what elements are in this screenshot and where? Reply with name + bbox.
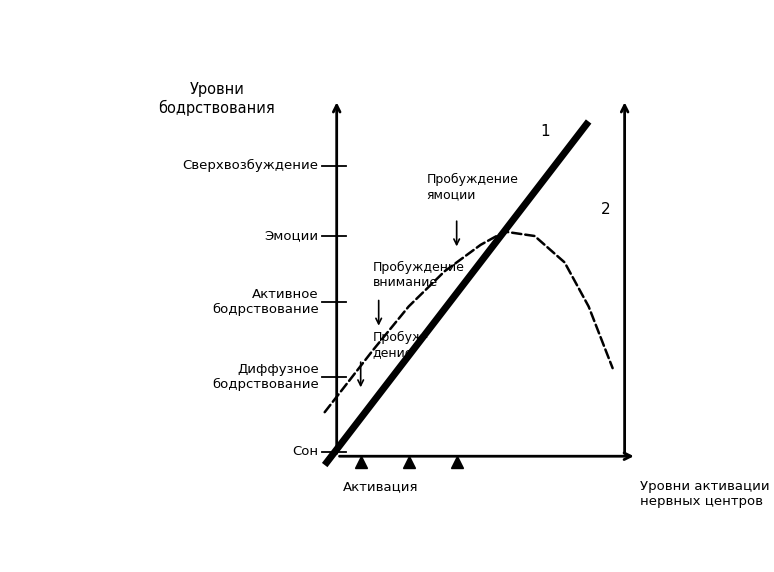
Text: Активация: Активация [343, 480, 418, 494]
Text: Пробуждение
внимание: Пробуждение внимание [373, 261, 464, 289]
Text: 2: 2 [601, 202, 610, 217]
Text: Диффузное
бодрствование: Диффузное бодрствование [212, 363, 319, 391]
Text: Уровни активации
нервных центров: Уровни активации нервных центров [639, 480, 769, 509]
Text: Уровни
бодрствования: Уровни бодрствования [159, 82, 275, 116]
Text: 1: 1 [540, 124, 550, 139]
Text: Сон: Сон [293, 446, 319, 458]
Text: Пробуждение
ямоции: Пробуждение ямоции [426, 173, 519, 201]
Text: Пробуж-
дение: Пробуж- дение [373, 331, 429, 359]
Text: Сверхвозбуждение: Сверхвозбуждение [183, 159, 319, 172]
Text: Активное
бодрствование: Активное бодрствование [212, 288, 319, 316]
Text: Эмоции: Эмоции [265, 229, 319, 243]
